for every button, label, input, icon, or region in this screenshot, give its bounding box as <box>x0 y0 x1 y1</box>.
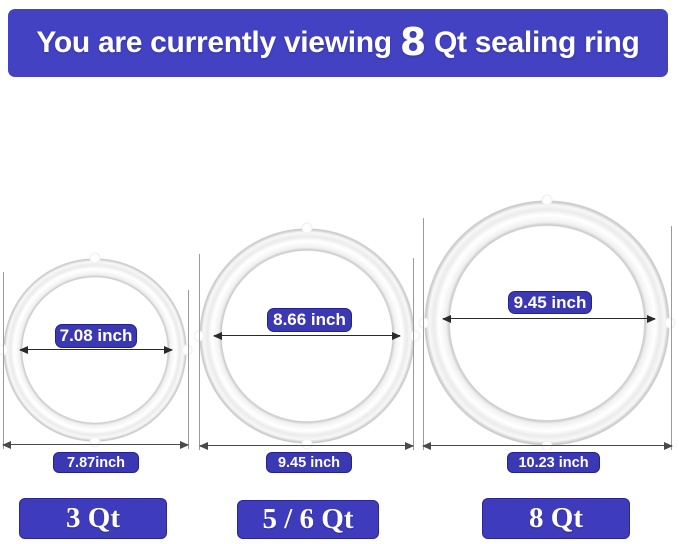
banner-text-suffix: Qt sealing ring <box>425 26 640 59</box>
extension-line <box>199 254 200 450</box>
ring-notch <box>418 317 430 329</box>
sealing-ring-3qt <box>3 258 187 442</box>
ring-notch <box>89 252 101 264</box>
extension-line <box>3 272 4 449</box>
inner-diameter-label-3qt: 7.08 inch <box>55 324 137 348</box>
inner-diameter-arrow-8qt <box>442 315 656 323</box>
outer-diameter-arrow-56qt <box>199 442 414 450</box>
size-plate-56qt: 5 / 6 Qt <box>237 500 379 539</box>
outer-diameter-label-8qt: 10.23 inch <box>507 452 600 473</box>
ring-notch <box>301 222 313 234</box>
ring-notch <box>541 440 553 452</box>
extension-line <box>413 258 414 450</box>
outer-diameter-label-56qt: 9.45 inch <box>266 452 352 473</box>
sealing-ring-56qt <box>199 228 415 444</box>
extension-line <box>188 290 189 449</box>
extension-line <box>423 218 424 450</box>
banner-size-number: 8 <box>399 20 426 64</box>
banner-text-prefix: You are currently viewing <box>36 26 400 59</box>
extension-line <box>671 226 672 450</box>
ring-notch <box>664 317 676 329</box>
ring-notch <box>301 438 313 450</box>
ring-notch <box>541 194 553 206</box>
banner: You are currently viewing 8 Qt sealing r… <box>8 9 668 77</box>
outer-diameter-arrow-8qt <box>422 442 673 450</box>
size-plate-3qt: 3 Qt <box>19 498 167 539</box>
inner-diameter-label-8qt: 9.45 inch <box>508 291 592 314</box>
sealing-ring-8qt <box>424 200 670 446</box>
ring-notch <box>89 436 101 448</box>
ring-notch <box>0 344 9 356</box>
outer-diameter-label-3qt: 7.87inch <box>53 452 139 473</box>
inner-diameter-label-56qt: 8.66 inch <box>267 308 352 332</box>
inner-diameter-arrow-56qt <box>213 332 401 340</box>
inner-diameter-arrow-3qt <box>19 346 173 354</box>
size-plate-8qt: 8 Qt <box>482 498 630 539</box>
outer-diameter-arrow-3qt <box>2 441 189 449</box>
ring-notch <box>181 344 193 356</box>
ring-notch <box>409 330 421 342</box>
